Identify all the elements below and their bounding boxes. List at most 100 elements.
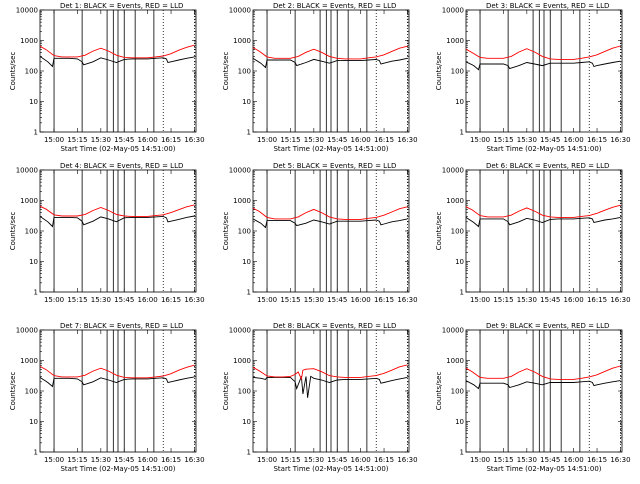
x-tick-label: 16:00 [564,136,584,144]
events-series-line [39,376,195,388]
y-axis-label: Counts/sec [435,372,443,411]
x-tick-label: 16:15 [587,136,607,144]
chart-title: Det 6: BLACK = Events, RED = LLD [486,162,609,170]
y-tick-label: 10000 [442,7,464,15]
x-axis-label: Start Time (02-May-05 14:51:00) [486,145,601,153]
x-tick-label: 15:15 [493,456,513,464]
y-axis-label: Counts/sec [9,212,17,251]
detector-panel-7: Det 7: BLACK = Events, RED = LLD 1 10 100 10… [9,322,205,473]
y-tick-label: 100 [25,228,38,236]
x-tick-label: 15:45 [327,296,347,304]
y-tick-label: 1 [460,289,464,297]
y-tick-label: 1000 [20,357,38,365]
y-tick-label: 10000 [16,327,38,335]
x-tick-label: 16:15 [374,296,394,304]
chart-title: Det 7: BLACK = Events, RED = LLD [60,322,183,330]
y-tick-label: 1 [34,289,38,297]
y-tick-label: 1000 [446,37,464,45]
detector-panel-1: Det 1: BLACK = Events, RED = LLD 1 10 100 10… [9,2,205,153]
x-tick-label: 15:30 [304,456,324,464]
x-tick-label: 16:00 [351,136,371,144]
detector-panel-3: Det 3: BLACK = Events, RED = LLD 1 10 100 10… [435,2,631,153]
y-tick-label: 1000 [20,197,38,205]
chart-title: Det 8: BLACK = Events, RED = LLD [273,322,396,330]
y-tick-label: 100 [451,68,464,76]
y-tick-label: 1 [34,449,38,457]
x-tick-label: 15:00 [44,136,64,144]
x-tick-label: 15:30 [91,456,111,464]
x-tick-label: 15:30 [304,136,324,144]
lld-series-line [39,364,195,379]
y-tick-label: 100 [238,388,251,396]
events-series-line [252,375,408,398]
detector-panel-4: Det 4: BLACK = Events, RED = LLD 1 10 100 10… [9,162,205,304]
x-tick-label: 15:00 [470,136,490,144]
x-tick-label: 15:45 [540,136,560,144]
x-tick-label: 16:15 [587,296,607,304]
y-tick-label: 10000 [229,327,251,335]
x-tick-label: 15:30 [517,456,537,464]
y-tick-label: 1000 [233,197,251,205]
x-tick-label: 16:00 [351,296,371,304]
chart-title: Det 2: BLACK = Events, RED = LLD [273,2,396,10]
detector-panel-2: Det 2: BLACK = Events, RED = LLD 1 10 100 10… [222,2,418,153]
x-tick-label: 15:45 [540,296,560,304]
x-tick-label: 15:45 [114,456,134,464]
y-tick-label: 10000 [16,167,38,175]
events-series-line [39,215,195,228]
y-tick-label: 1000 [233,37,251,45]
lld-series-line [39,44,195,59]
y-tick-label: 1000 [446,197,464,205]
x-tick-label: 15:00 [257,456,277,464]
x-tick-label: 16:00 [564,296,584,304]
x-axis-label: Start Time (02-May-05 14:51:00) [60,145,175,153]
x-tick-label: 15:45 [327,136,347,144]
lld-series-line [465,365,621,380]
y-tick-label: 100 [25,68,38,76]
detector-panel-6: Det 6: BLACK = Events, RED = LLD 1 10 100 10… [435,162,631,304]
x-tick-label: 16:30 [610,136,630,144]
x-tick-label: 16:30 [610,296,630,304]
y-tick-label: 1 [460,449,464,457]
x-tick-label: 16:15 [161,136,181,144]
x-tick-label: 15:45 [327,456,347,464]
events-series-line [39,56,195,68]
x-tick-label: 16:00 [138,136,158,144]
x-axis-label: Start Time (02-May-05 14:51:00) [273,465,388,473]
y-tick-label: 10 [29,98,38,106]
x-tick-label: 16:00 [351,456,371,464]
y-tick-label: 1 [247,449,251,457]
y-tick-label: 1 [247,289,251,297]
x-tick-label: 15:00 [257,296,277,304]
x-tick-label: 15:15 [280,456,300,464]
y-axis-label: Counts/sec [222,372,230,411]
x-tick-label: 15:00 [44,456,64,464]
y-tick-label: 1 [460,129,464,137]
events-series-line [465,216,621,228]
detector-panel-5: Det 5: BLACK = Events, RED = LLD 1 10 100 10… [222,162,418,304]
x-tick-label: 16:15 [161,456,181,464]
x-tick-label: 15:30 [304,296,324,304]
x-tick-label: 16:30 [184,136,204,144]
y-tick-label: 10000 [442,327,464,335]
x-tick-label: 16:30 [397,136,417,144]
x-tick-label: 15:45 [114,136,134,144]
y-tick-label: 10000 [229,167,251,175]
x-tick-label: 15:30 [517,136,537,144]
x-tick-label: 15:15 [67,136,87,144]
chart-title: Det 5: BLACK = Events, RED = LLD [273,162,396,170]
y-axis-label: Counts/sec [222,52,230,91]
y-tick-label: 10 [455,98,464,106]
x-tick-label: 16:30 [610,456,630,464]
x-tick-label: 15:30 [517,296,537,304]
y-tick-label: 10 [242,258,251,266]
x-tick-label: 15:30 [91,296,111,304]
x-tick-label: 16:15 [161,296,181,304]
y-tick-label: 10000 [229,7,251,15]
lld-series-line [465,204,621,218]
chart-title: Det 3: BLACK = Events, RED = LLD [486,2,609,10]
x-tick-label: 15:30 [91,136,111,144]
y-axis-label: Counts/sec [435,212,443,251]
y-tick-label: 100 [25,388,38,396]
